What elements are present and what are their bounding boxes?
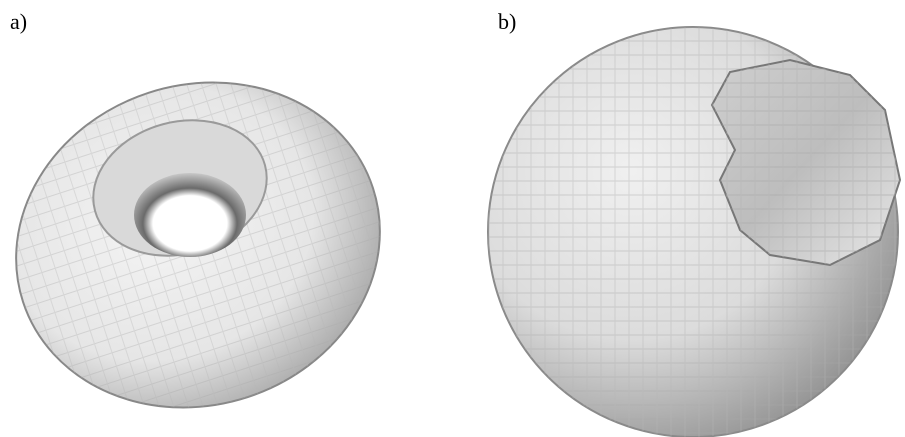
- panel-label: b): [498, 9, 516, 34]
- figure: a) b): [0, 0, 905, 437]
- page: a) b) (() => { const data = JSON.parse(d…: [0, 0, 905, 437]
- torus-render: [0, 36, 422, 437]
- panel-label: a): [10, 9, 27, 34]
- sphere-render: [488, 27, 900, 437]
